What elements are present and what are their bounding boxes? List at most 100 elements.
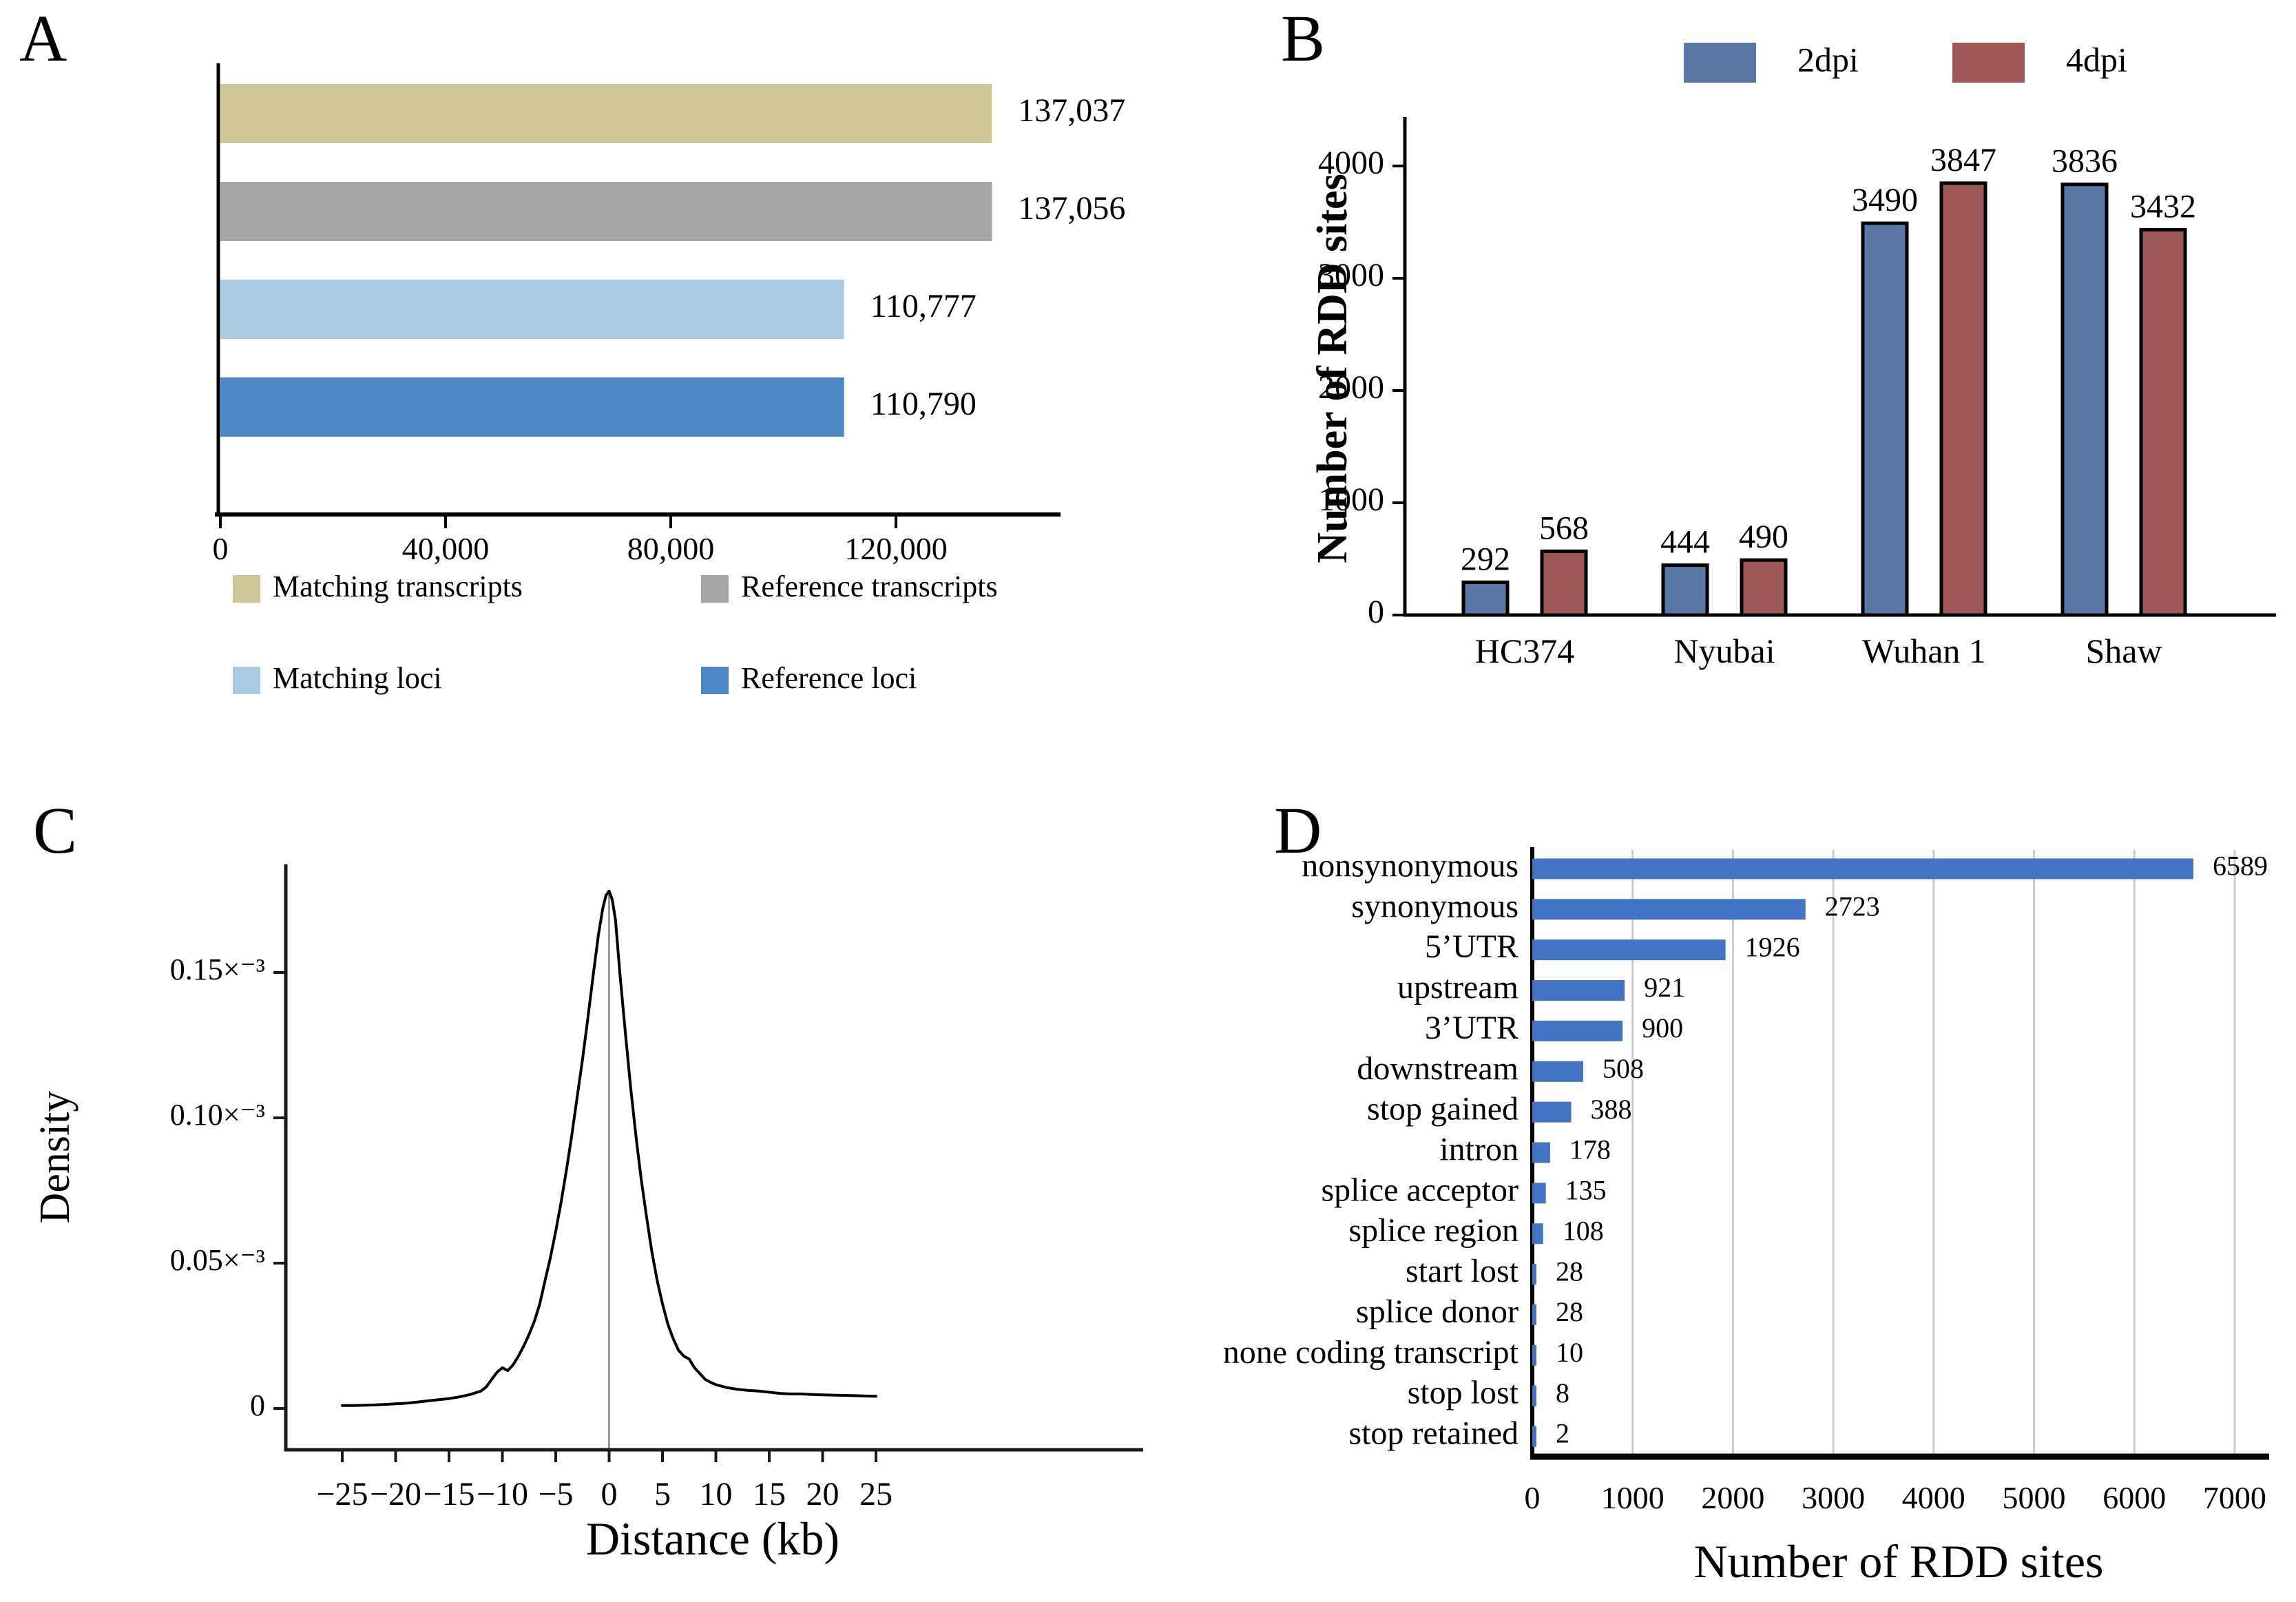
panel-a-legend-label: Reference transcripts — [741, 570, 998, 603]
panel-d-bar-value: 388 — [1591, 1094, 1632, 1125]
panel-d-x-tick-label: 6000 — [2102, 1480, 2166, 1515]
panel-d-category-label: nonsynonymous — [1302, 847, 1519, 884]
panel-a-chart: 137,037 137,056 110,777 110,790 0 40,000 80,00… — [213, 63, 1125, 695]
panel-d-bar-value: 2 — [1556, 1418, 1569, 1449]
panel-b-y-tick-label: 2000 — [1318, 369, 1384, 406]
panel-d-bar-value: 6589 — [2213, 851, 2268, 882]
panel-b-x-category-label: Shaw — [2085, 632, 2162, 670]
panel-a-x-tick-label: 40,000 — [402, 531, 490, 566]
panel-d-bar-value: 1926 — [1745, 931, 1800, 962]
panel-c-x-tick-label: 10 — [700, 1476, 733, 1512]
panel-d-bar-12 — [1532, 1304, 1536, 1325]
panel-d-x-tick-label: 0 — [1525, 1480, 1541, 1515]
panel-d-category-label: synonymous — [1351, 888, 1519, 924]
panel-a-legend-swatch-3 — [233, 667, 260, 694]
panel-d-x-tick-label: 4000 — [1902, 1480, 1965, 1515]
panel-d-bar-value: 508 — [1603, 1053, 1644, 1084]
panel-d-bar-10 — [1532, 1223, 1543, 1245]
panel-d-category-label: intron — [1439, 1132, 1519, 1168]
panel-d-label: D — [1274, 793, 1322, 867]
panel-b-bar-2dpi-Wuhan 1 — [1861, 221, 1909, 617]
panel-d-category-label: splice acceptor — [1322, 1172, 1519, 1208]
panel-b-bar-2dpi-HC374 — [1461, 580, 1510, 617]
panel-d-category-label: upstream — [1397, 969, 1519, 1006]
panel-b-bar-4dpi-Shaw — [2139, 228, 2187, 617]
panel-c-x-tick-label: 25 — [859, 1476, 893, 1512]
panel-a-legend-swatch-2 — [701, 575, 729, 603]
panel-b-legend-swatch-4dpi — [1952, 43, 2025, 83]
panel-d-x-tick-label: 5000 — [2003, 1480, 2066, 1515]
panel-d-bar-4 — [1532, 980, 1625, 1001]
panel-a-bar-4 — [220, 377, 844, 437]
panel-a-x-tick-label: 120,000 — [844, 531, 948, 566]
panel-b-legend-label: 2dpi — [1797, 40, 1859, 79]
panel-b-bar-value: 292 — [1461, 541, 1510, 577]
panel-d-bar-value: 921 — [1644, 972, 1685, 1003]
panel-a-bar-2 — [220, 182, 992, 241]
panel-d-bar-15 — [1532, 1426, 1536, 1447]
panel-d-category-label: 3’UTR — [1425, 1010, 1519, 1046]
panel-d-bar-value: 8 — [1556, 1377, 1569, 1408]
panel-c-x-tick-label: −25 — [316, 1476, 368, 1512]
panel-d-x-tick-label: 2000 — [1701, 1480, 1764, 1515]
panel-d-category-label: stop gained — [1367, 1091, 1519, 1127]
panel-b-x-category-label: HC374 — [1475, 632, 1574, 670]
panel-c-y-tick-label: 0.15×⁻³ — [170, 953, 265, 986]
panel-d-category-label: stop lost — [1408, 1375, 1519, 1411]
panel-a-bar-value: 137,056 — [1018, 190, 1125, 227]
panel-d-bar-14 — [1532, 1385, 1536, 1406]
panel-b-bar-4dpi-Nyubai — [1740, 558, 1788, 617]
panel-c-x-tick-label: −5 — [538, 1476, 573, 1512]
panel-d-category-label: downstream — [1357, 1050, 1519, 1087]
panel-d-bar-6 — [1532, 1061, 1584, 1082]
panel-d-bar-value: 2723 — [1825, 891, 1880, 922]
panel-b-chart: 2dpi 4dpi 0 1000 2000 3000 4000 292 568 HC374 444 4… — [1318, 40, 2276, 670]
panel-d-bar-8 — [1532, 1142, 1550, 1163]
panel-b-bar-4dpi-Wuhan 1 — [1939, 181, 1987, 617]
panel-d-bar-9 — [1532, 1183, 1546, 1204]
panel-b-bar-value: 3432 — [2130, 189, 2196, 225]
panel-b-bar-value: 490 — [1739, 519, 1788, 555]
panel-b-legend-label: 4dpi — [2066, 40, 2127, 79]
panel-d-bar-value: 10 — [1556, 1337, 1583, 1368]
panel-a-legend-swatch-1 — [233, 575, 260, 603]
panel-b-bar-value: 3847 — [1930, 142, 1996, 178]
panel-d-bar-value: 108 — [1563, 1215, 1604, 1246]
panel-c-density-curve — [341, 889, 877, 1407]
panel-d-bar-3 — [1532, 939, 1726, 961]
panel-c-x-tick-label: 20 — [806, 1476, 839, 1512]
panel-b-y-tick-label: 4000 — [1318, 145, 1384, 181]
panel-d-category-label: splice donor — [1356, 1293, 1519, 1330]
panel-b-bar-value: 3490 — [1852, 182, 1918, 218]
panel-b-bar-value: 444 — [1660, 524, 1710, 561]
panel-b-y-tick-label: 0 — [1368, 594, 1384, 630]
panel-c-y-tick-label: 0.10×⁻³ — [170, 1098, 265, 1132]
panel-b-bar-value: 568 — [1539, 510, 1589, 546]
panel-d-x-tick-label: 7000 — [2203, 1480, 2266, 1515]
panel-c-x-tick-label: −10 — [477, 1476, 528, 1512]
panel-d-x-tick-label: 3000 — [1802, 1480, 1865, 1515]
panel-d-category-label: stop retained — [1348, 1415, 1519, 1452]
panel-c-y-tick-label: 0.05×⁻³ — [170, 1243, 265, 1277]
panel-c-x-tick-label: 0 — [601, 1476, 618, 1512]
panel-c-x-tick-label: 15 — [753, 1476, 786, 1512]
panel-d-bar-2 — [1532, 899, 1806, 920]
panel-d-category-label: none coding transcript — [1223, 1334, 1519, 1371]
panel-b-label: B — [1281, 1, 1326, 75]
panel-a-legend-label: Matching loci — [273, 661, 442, 695]
panel-a-bar-value: 110,790 — [870, 386, 977, 422]
panel-a-bar-1 — [220, 84, 992, 143]
panel-b-legend-swatch-2dpi — [1684, 43, 1756, 83]
panel-b-y-tick-label: 3000 — [1318, 257, 1384, 293]
panel-b-bar-2dpi-Shaw — [2060, 183, 2109, 617]
panel-c-label: C — [33, 793, 78, 867]
panel-c-x-tick-label: 5 — [654, 1476, 671, 1512]
panel-d-bar-5 — [1532, 1020, 1623, 1041]
panel-b-x-category-label: Wuhan 1 — [1862, 632, 1986, 670]
panel-d-bar-11 — [1532, 1264, 1536, 1285]
panel-b-bar-2dpi-Nyubai — [1661, 563, 1709, 617]
panel-d-category-label: start lost — [1406, 1253, 1519, 1289]
panel-a-x-tick-label: 0 — [213, 531, 229, 566]
panel-c-y-tick-label: 0 — [250, 1388, 265, 1422]
